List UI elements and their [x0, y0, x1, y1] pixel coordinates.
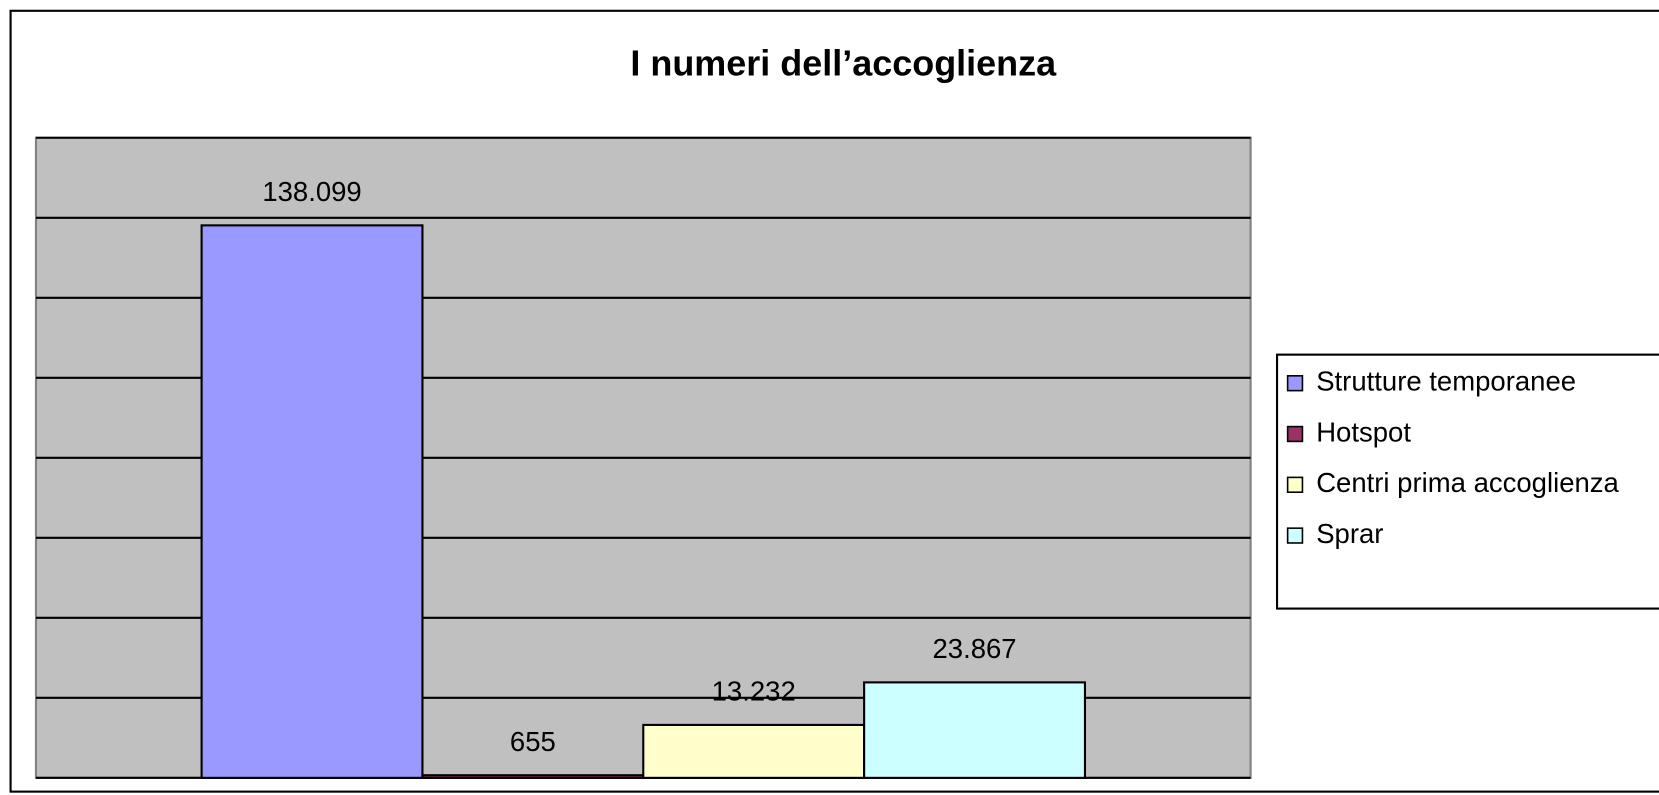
chart-title: I numeri dell’accoglienza — [630, 42, 1057, 83]
value-label: 138.099 — [262, 176, 361, 207]
value-label: 13.232 — [712, 675, 796, 706]
legend-swatch — [1286, 375, 1304, 392]
legend-label: Hotspot — [1316, 416, 1411, 447]
value-label: 655 — [510, 726, 556, 757]
legend-label: Sprar — [1316, 518, 1383, 549]
bar — [421, 774, 645, 779]
legend-swatch — [1286, 476, 1304, 493]
bar — [200, 224, 424, 779]
bar — [642, 723, 866, 779]
legend-box — [1275, 353, 1659, 610]
legend-label: Strutture temporanee — [1316, 365, 1576, 396]
value-label: 23.867 — [932, 633, 1016, 664]
legend-swatch — [1286, 425, 1304, 443]
legend-label: Centri prima accoglienza — [1316, 467, 1619, 498]
bar — [863, 681, 1087, 779]
legend-swatch — [1286, 527, 1304, 544]
